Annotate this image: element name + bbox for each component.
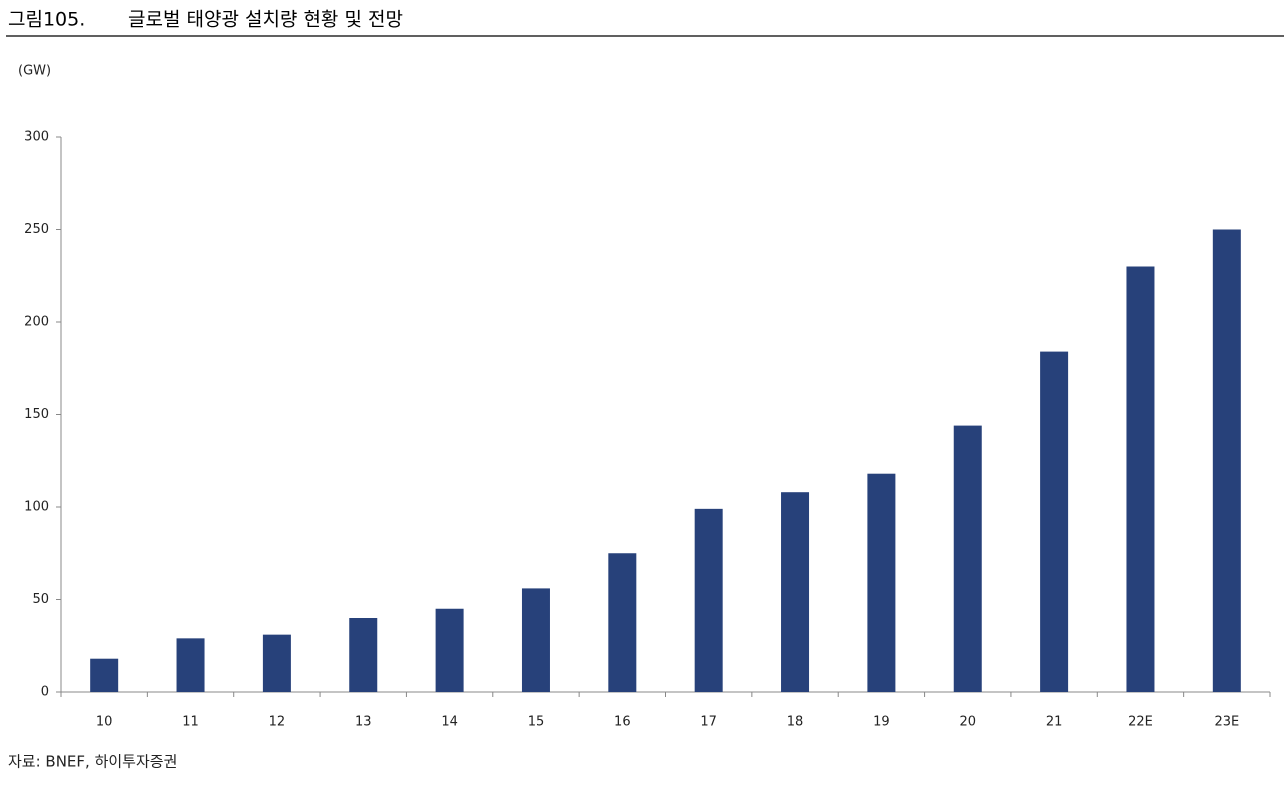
bar	[349, 618, 378, 692]
y-tick-label: 300	[24, 130, 49, 145]
bar	[521, 588, 550, 692]
bar	[781, 492, 810, 692]
bar	[953, 425, 982, 692]
x-tick-label: 22E	[1128, 715, 1153, 730]
chart-title: 글로벌 태양광 설치량 현황 및 전망	[128, 9, 403, 31]
y-tick-label: 0	[41, 685, 49, 700]
bar	[867, 473, 896, 692]
bar	[90, 658, 119, 692]
figure-label: 그림105.	[8, 9, 85, 31]
x-tick-label: 12	[269, 715, 286, 730]
x-tick-label: 11	[182, 715, 199, 730]
x-tick-label: 19	[873, 715, 890, 730]
x-tick-label: 20	[959, 715, 976, 730]
bar	[262, 634, 291, 692]
y-tick-label: 200	[24, 315, 49, 330]
x-tick-label: 21	[1046, 715, 1063, 730]
x-tick-label: 16	[614, 715, 631, 730]
x-tick-label: 13	[355, 715, 372, 730]
y-tick-label: 150	[24, 407, 49, 422]
x-tick-label: 17	[700, 715, 717, 730]
bar	[1040, 351, 1069, 692]
bar	[1212, 229, 1241, 692]
bar	[694, 508, 723, 692]
unit-label: (GW)	[18, 64, 51, 79]
y-tick-label: 100	[24, 500, 49, 515]
bar	[1126, 266, 1155, 692]
y-tick-label: 50	[32, 592, 49, 607]
bar	[435, 608, 464, 692]
bar	[608, 553, 637, 692]
y-tick-label: 250	[24, 222, 49, 237]
x-tick-label: 23E	[1214, 715, 1239, 730]
x-tick-label: 10	[96, 715, 113, 730]
x-tick-label: 14	[441, 715, 458, 730]
x-tick-label: 15	[528, 715, 545, 730]
source-note: 자료: BNEF, 하이투자증권	[8, 753, 177, 771]
bar	[176, 638, 205, 692]
x-tick-label: 18	[787, 715, 804, 730]
